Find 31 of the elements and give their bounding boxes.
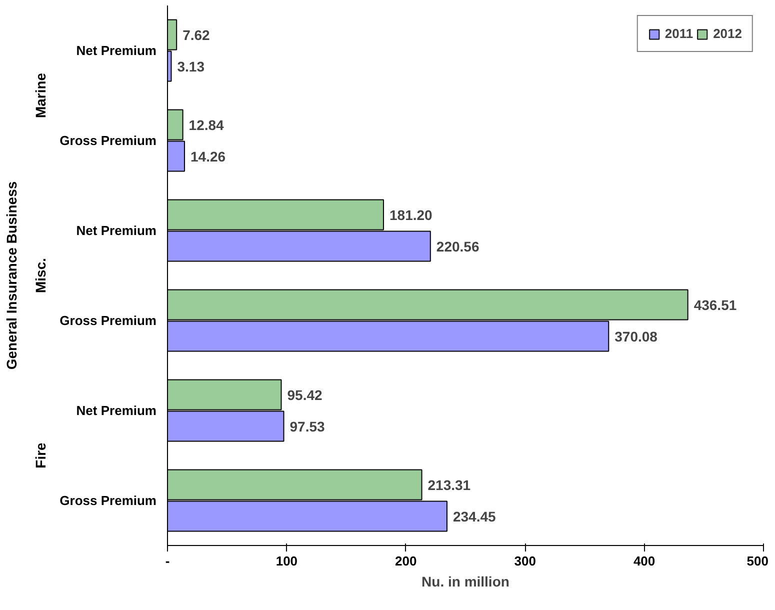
y-tick-label: Net Premium bbox=[76, 403, 157, 418]
text: Fire bbox=[32, 442, 48, 468]
text: Marine bbox=[32, 72, 48, 118]
y-tick-label: Gross Premium bbox=[60, 493, 157, 508]
text: Misc. bbox=[32, 258, 48, 294]
data-label: 95.42 bbox=[287, 386, 322, 403]
data-label: 97.53 bbox=[290, 418, 326, 434]
data-label: 220.56 bbox=[436, 238, 480, 254]
data-label: 234.45 bbox=[452, 508, 496, 524]
data-label: 12.84 bbox=[188, 116, 224, 133]
x-tick-label: - bbox=[165, 554, 170, 568]
y-tick-label: Net Premium bbox=[76, 223, 157, 238]
x-tick-label: 500 bbox=[746, 554, 769, 568]
x-tick-label: 400 bbox=[633, 554, 656, 568]
x-tick-label: 100 bbox=[276, 554, 298, 568]
y-tick-label: Gross Premium bbox=[60, 313, 157, 328]
x-tick-label: 300 bbox=[514, 554, 536, 568]
data-label: 370.08 bbox=[614, 328, 658, 344]
legend-label: 2011 bbox=[664, 26, 694, 41]
data-label: 3.13 bbox=[177, 58, 205, 74]
data-label: 7.62 bbox=[182, 26, 210, 43]
y-axis-title: General Insurance Business bbox=[4, 181, 20, 370]
data-label: 213.31 bbox=[428, 476, 471, 493]
x-axis-title: Nu. in million bbox=[422, 574, 510, 590]
y-tick-label: Gross Premium bbox=[60, 133, 157, 148]
data-label: 181.20 bbox=[389, 206, 433, 223]
y-tick-label: Net Premium bbox=[76, 43, 157, 58]
x-tick-label: 200 bbox=[395, 554, 417, 568]
legend-label: 2012 bbox=[713, 26, 742, 41]
data-label: 436.51 bbox=[694, 296, 737, 313]
data-label: 14.26 bbox=[190, 148, 226, 164]
